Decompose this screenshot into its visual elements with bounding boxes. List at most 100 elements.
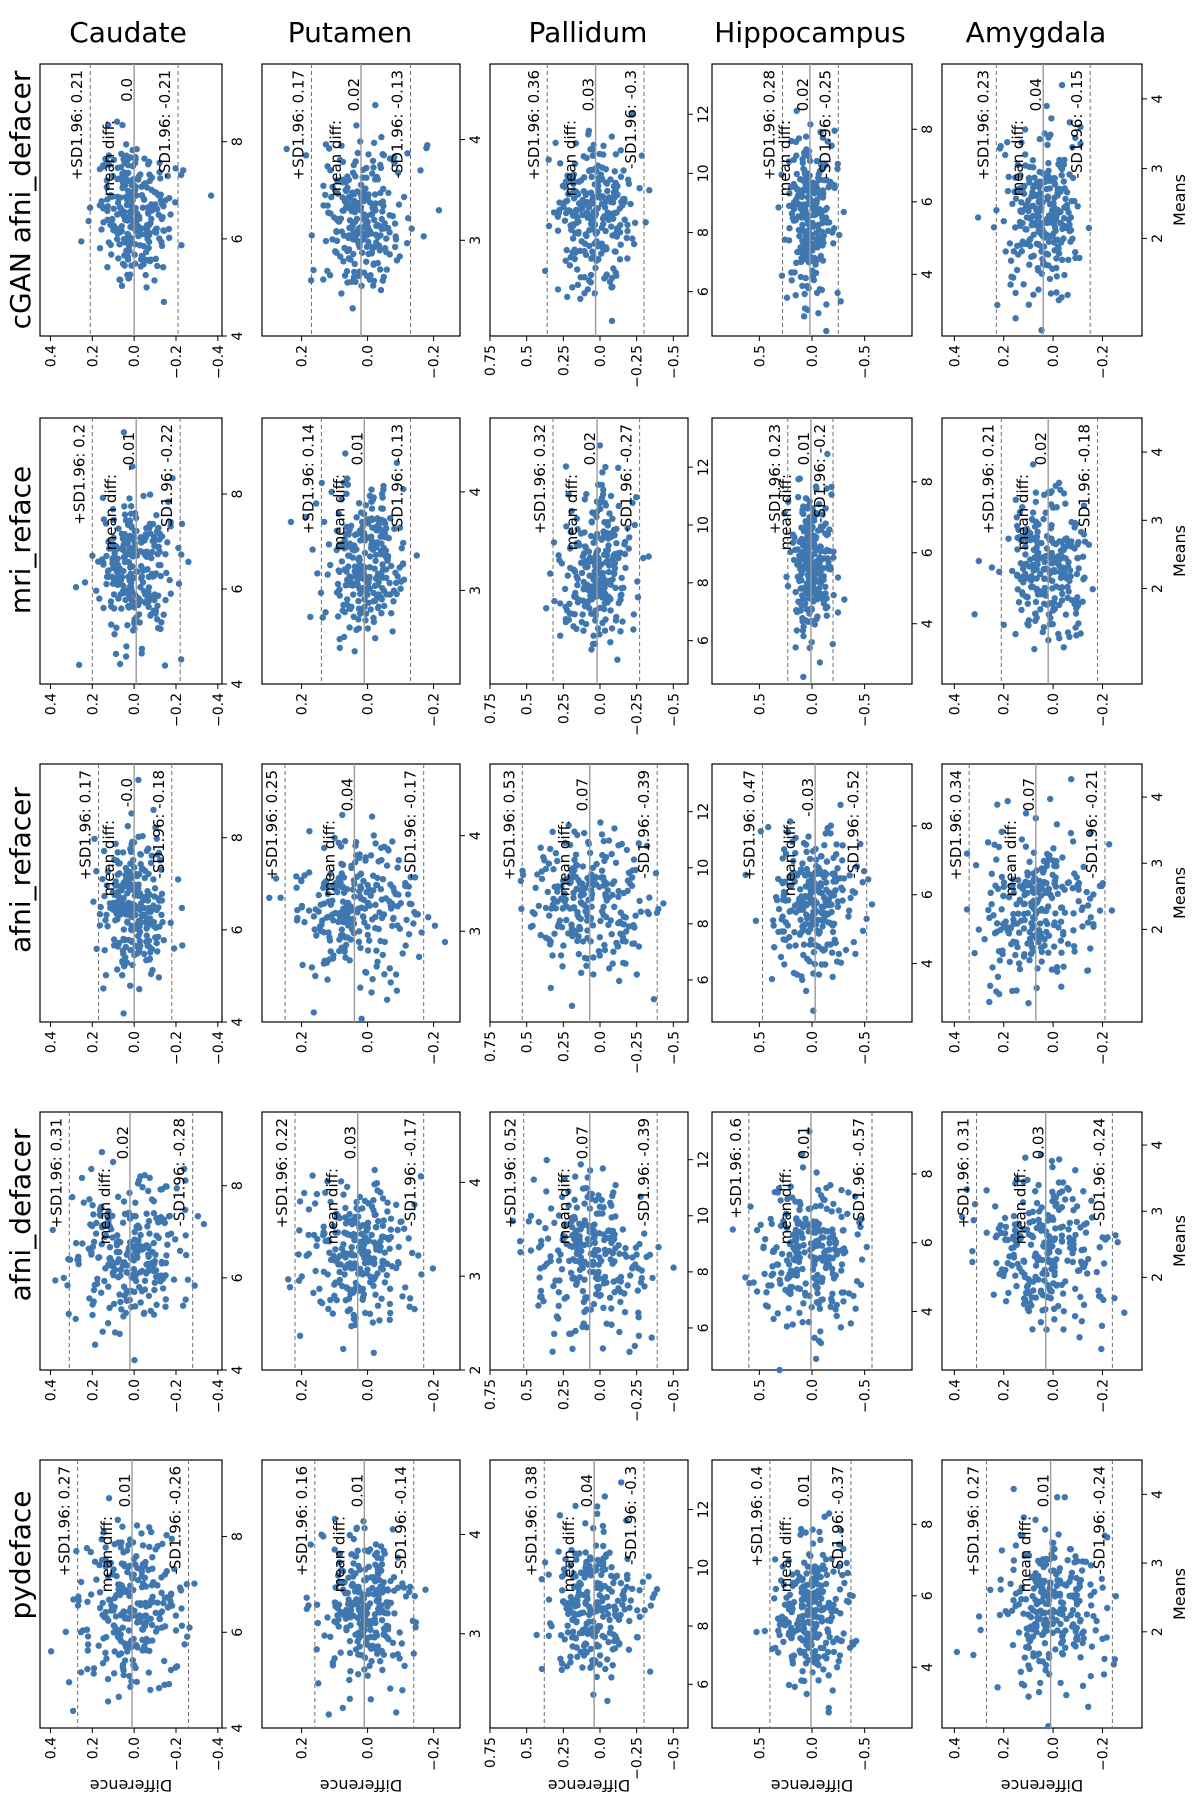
scatter-point: [1022, 226, 1029, 233]
scatter-point: [595, 174, 602, 182]
scatter-point: [1027, 583, 1035, 591]
scatter-point: [572, 140, 580, 147]
scatter-point: [1021, 951, 1028, 958]
scatter-point: [136, 938, 143, 945]
scatter-point: [185, 558, 192, 565]
difference-tick-label: −0.5: [858, 1031, 874, 1065]
scatter-point: [572, 589, 579, 597]
upper-sd-label: +SD1.96: 0.53: [500, 770, 518, 880]
scatter-point: [377, 886, 385, 893]
scatter-point: [381, 1279, 389, 1286]
scatter-point: [347, 1286, 354, 1294]
scatter-point: [1057, 569, 1064, 576]
scatter-point: [1030, 184, 1037, 191]
scatter-point: [550, 1282, 557, 1290]
means-tick-label: 10: [696, 516, 712, 534]
upper-sd-label: +SD1.96: 0.22: [273, 1118, 291, 1228]
difference-tick-label: 0.75: [483, 1031, 499, 1062]
scatter-point: [823, 858, 831, 865]
scatter-point: [118, 282, 126, 289]
means-tick-label: 8: [696, 578, 712, 587]
scatter-point: [370, 1260, 378, 1268]
scatter-point: [403, 916, 410, 924]
scatter-point: [100, 516, 108, 523]
means-tick-label: 4: [468, 487, 484, 496]
scatter-point: [318, 1300, 326, 1307]
scatter-point: [357, 138, 364, 145]
scatter-point: [109, 580, 117, 587]
scatter-point: [818, 209, 825, 217]
scatter-point: [96, 922, 104, 929]
scatter-point: [1075, 879, 1083, 887]
scatter-point: [1064, 879, 1072, 887]
scatter-point: [572, 206, 580, 214]
scatter-point: [1012, 195, 1020, 202]
scatter-point: [343, 1230, 350, 1238]
scatter-point: [1057, 574, 1065, 581]
scatter-point: [612, 151, 620, 158]
scatter-point: [376, 247, 383, 254]
scatter-point: [139, 1184, 146, 1191]
means-tick-label: 6: [696, 636, 712, 645]
scatter-point: [370, 164, 377, 171]
scatter-point: [114, 570, 122, 578]
scatter-point: [778, 272, 786, 279]
scatter-point: [803, 520, 810, 527]
scatter-point: [607, 607, 614, 614]
scatter-point: [794, 186, 801, 193]
means-tick-label: 12: [696, 105, 712, 123]
scatter-point: [160, 937, 167, 944]
difference-tick-label: −0.5: [666, 693, 682, 727]
scatter-point: [820, 576, 827, 583]
scatter-point: [519, 871, 527, 879]
scatter-point: [360, 586, 367, 594]
scatter-point: [353, 1198, 360, 1206]
lower-sd-label: -SD1.96: -0.2: [811, 424, 829, 523]
scatter-point: [792, 909, 800, 916]
scatter-point: [555, 1257, 563, 1264]
scatter-point: [792, 644, 799, 651]
scatter-point: [1047, 290, 1055, 297]
scatter-point: [140, 196, 148, 203]
scatter-point: [85, 217, 92, 225]
panel-frame: [489, 63, 689, 337]
scatter-point: [786, 225, 793, 232]
scatter-points: [775, 107, 847, 335]
scatter-point: [558, 1266, 566, 1273]
scatter-point: [392, 890, 399, 898]
scatter-point: [830, 591, 837, 599]
scatter-point: [371, 1181, 378, 1188]
scatter-point: [1059, 854, 1066, 861]
scatter-point: [617, 909, 624, 916]
scatter-point: [1027, 203, 1035, 210]
scatter-point: [374, 221, 381, 229]
scatter-point: [387, 979, 394, 986]
scatter-point: [1002, 151, 1009, 159]
scatter-point: [830, 892, 838, 899]
scatter-point: [996, 957, 1004, 964]
scatter-point: [124, 230, 131, 238]
upper-sd-label: +SD1.96: 0.34: [947, 770, 965, 880]
scatter-point: [1026, 929, 1034, 936]
scatter-point: [151, 885, 159, 892]
scatter-point: [127, 881, 134, 888]
scatter-point: [126, 495, 133, 502]
scatter-point: [1043, 185, 1050, 193]
scatter-point: [378, 215, 385, 223]
scatter-point: [616, 1250, 623, 1258]
scatter-point: [557, 632, 564, 639]
means-tick-label: 8: [230, 1181, 246, 1190]
scatter-point: [167, 211, 174, 218]
scatter-point: [388, 610, 395, 617]
scatter-point: [370, 887, 377, 894]
scatter-point: [842, 946, 850, 954]
scatter-point: [837, 801, 844, 808]
scatter-point: [102, 917, 109, 924]
difference-tick-label: −0.2: [169, 1031, 185, 1065]
scatter-point: [398, 545, 405, 552]
scatter-point: [1049, 607, 1057, 614]
scatter-point: [387, 902, 394, 909]
scatter-point: [1058, 904, 1066, 911]
